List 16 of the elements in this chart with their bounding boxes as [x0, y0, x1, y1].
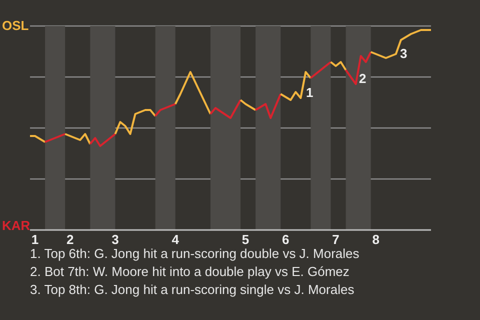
text: 3. Top 8th: G. Jong hit a run-scoring single vs J. Morales [30, 281, 356, 299]
x-tick-label: 4 [172, 232, 180, 247]
annotation: 1 [306, 85, 314, 100]
annotation: 2 [359, 71, 366, 86]
x-tick-label: 6 [282, 232, 290, 247]
annotation: 3 [400, 46, 408, 61]
text: 2. Bot 7th: W. Moore hit into a double play vs E. Gómez [30, 263, 350, 281]
x-tick-label: 1 [31, 232, 39, 247]
x-tick-label: 2 [66, 232, 74, 247]
text: OSL [2, 18, 29, 34]
x-tick-label: 5 [242, 232, 250, 247]
text: 1. Top 6th: G. Jong hit a run-scoring double vs J. Morales [30, 245, 360, 263]
annotation: KAR [2, 218, 30, 234]
x-tick-label: 3 [112, 232, 119, 247]
x-tick-label: 8 [372, 232, 380, 247]
x-tick-label: 7 [332, 232, 340, 247]
